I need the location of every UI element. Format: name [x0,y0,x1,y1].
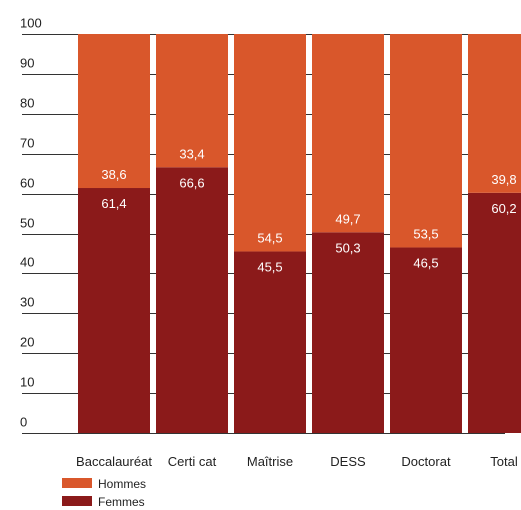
data-label-hommes: 38,6 [101,167,126,182]
y-tick-label: 60 [20,176,34,191]
bar-hommes-1 [156,34,228,168]
bar-hommes-4 [390,34,462,248]
legend-label-hommes: Hommes [98,477,146,491]
x-category-label: DESS [330,454,366,469]
data-labels: 38,6 61,4 33,4 66,6 54,5 45,5 49,7 50,3 53,5 46,5… [101,146,516,274]
y-tick-label: 100 [20,16,42,31]
x-axis-category-labels: Baccalauréat Certi cat Maîtrise DESS Doctora… [76,454,518,469]
x-category-label: Baccalauréat [76,454,152,469]
y-axis-tick-labels: 0 10 20 30 40 50 60 70 80 90 100 [20,16,42,430]
y-tick-label: 10 [20,375,34,390]
bar-femmes-4 [390,247,462,433]
data-label-femmes: 46,5 [413,255,438,270]
bar-femmes-2 [234,251,306,433]
x-category-label: Certi cat [168,454,217,469]
bar-femmes-0 [78,188,150,433]
y-tick-label: 80 [20,96,34,111]
y-tick-label: 0 [20,415,27,430]
data-label-femmes: 66,6 [179,175,204,190]
legend-swatch-femmes [62,496,92,506]
bar-hommes-3 [312,34,384,233]
y-tick-label: 50 [20,216,34,231]
bars [78,34,521,434]
y-tick-label: 20 [20,335,34,350]
y-tick-label: 70 [20,136,34,151]
data-label-femmes: 45,5 [257,259,282,274]
data-label-hommes: 54,5 [257,230,282,245]
x-category-label: Doctorat [401,454,451,469]
bar-femmes-3 [312,232,384,433]
bar-hommes-0 [78,34,150,189]
data-label-hommes: 39,8 [491,172,516,187]
data-label-femmes: 60,2 [491,201,516,216]
bar-femmes-5 [468,192,521,433]
data-label-femmes: 50,3 [335,240,360,255]
x-category-label: Maîtrise [247,454,293,469]
bar-hommes-5 [468,34,521,193]
y-tick-label: 40 [20,255,34,270]
bar-hommes-2 [234,34,306,252]
x-category-label: Total [490,454,518,469]
data-label-hommes: 49,7 [335,211,360,226]
bar-femmes-1 [156,167,228,434]
legend: Hommes Femmes [62,477,146,509]
data-label-femmes: 61,4 [101,196,126,211]
legend-label-femmes: Femmes [98,495,145,509]
y-tick-label: 90 [20,56,34,71]
y-tick-label: 30 [20,295,34,310]
data-label-hommes: 33,4 [179,146,204,161]
legend-swatch-hommes [62,478,92,488]
data-label-hommes: 53,5 [413,226,438,241]
